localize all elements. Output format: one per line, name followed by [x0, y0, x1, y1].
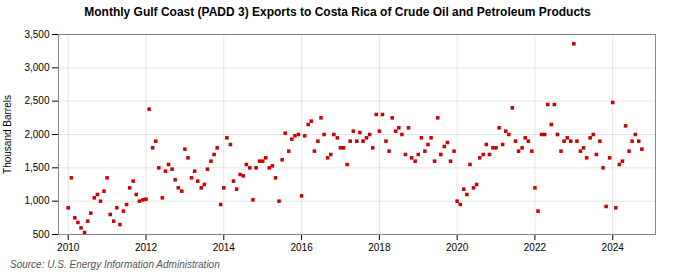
- svg-text:3,000: 3,000: [24, 62, 49, 73]
- svg-text:2020: 2020: [446, 242, 469, 253]
- html-text:Monthly Gulf Coast (PADD 3) Ex: Monthly Gulf Coast (PADD 3) Exports to C…: [84, 5, 591, 19]
- svg-text:2014: 2014: [213, 242, 236, 253]
- svg-text:2018: 2018: [368, 242, 391, 253]
- svg-text:2,500: 2,500: [24, 95, 49, 106]
- svg-text:2016: 2016: [290, 242, 313, 253]
- html-text:Source: U.S. Energy Informatio: Source: U.S. Energy Information Administ…: [10, 259, 220, 270]
- svg-text:Thousand Barrels: Thousand Barrels: [2, 95, 13, 174]
- svg-text:2012: 2012: [135, 242, 158, 253]
- svg-text:1,000: 1,000: [24, 195, 49, 206]
- svg-text:2,000: 2,000: [24, 129, 49, 140]
- svg-text:500: 500: [33, 229, 50, 240]
- svg-text:2024: 2024: [602, 242, 625, 253]
- svg-text:2010: 2010: [57, 242, 80, 253]
- svg-text:2022: 2022: [524, 242, 547, 253]
- svg-text:1,500: 1,500: [24, 162, 49, 173]
- svg-text:3,500: 3,500: [24, 29, 49, 40]
